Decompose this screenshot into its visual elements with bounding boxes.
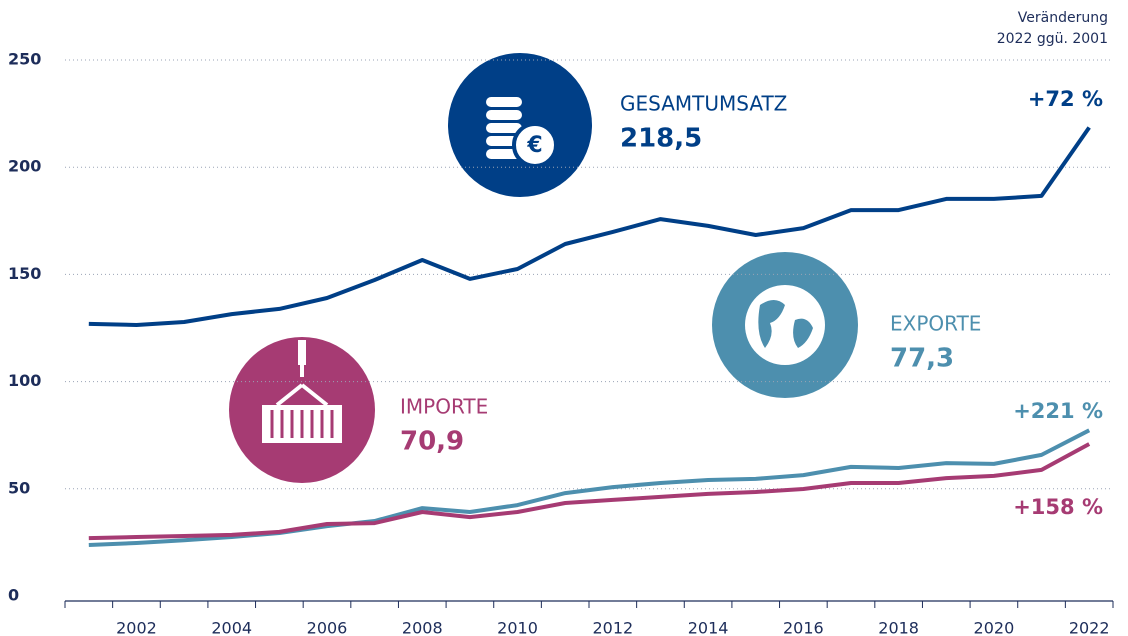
x-tick-label: 2014 (688, 619, 729, 636)
x-tick-label: 2012 (592, 619, 633, 636)
y-tick-label: 50 (8, 478, 30, 497)
header-line: 2022 ggü. 2001 (997, 31, 1108, 47)
y-tick-label: 150 (8, 264, 41, 283)
y-tick-label: 100 (8, 371, 41, 390)
x-tick-label: 2010 (497, 619, 538, 636)
x-tick-label: 2016 (783, 619, 824, 636)
x-tick-label: 2020 (974, 619, 1015, 636)
x-tick-label: 2002 (116, 619, 157, 636)
series-name: EXPORTE (890, 312, 981, 336)
x-tick-label: 2022 (1069, 619, 1110, 636)
series-change: +158 % (1013, 495, 1103, 519)
y-tick-label: 0 (8, 586, 19, 605)
y-tick-label: 250 (8, 50, 41, 69)
series-line (88, 126, 1091, 327)
series-value: 218,5 (620, 124, 702, 154)
x-tick-label: 2004 (211, 619, 252, 636)
x-tick-label: 2006 (307, 619, 348, 636)
series-line (88, 442, 1091, 541)
icon-exporte (712, 252, 858, 398)
series-change: +72 % (1028, 87, 1103, 111)
x-tick-label: 2018 (878, 619, 919, 636)
svg-text:€: € (526, 133, 542, 158)
series-value: 70,9 (400, 427, 464, 457)
series-line (88, 428, 1091, 547)
series-value: 77,3 (890, 344, 954, 374)
x-tick-label: 2008 (402, 619, 443, 636)
header-line: Veränderung (1018, 10, 1108, 26)
icon-gesamtumsatz: € (448, 53, 592, 197)
icon-importe (229, 337, 375, 483)
series-name: GESAMTUMSATZ (620, 92, 787, 116)
series-change: +221 % (1013, 399, 1103, 423)
series-name: IMPORTE (400, 395, 488, 419)
y-tick-label: 200 (8, 157, 41, 176)
